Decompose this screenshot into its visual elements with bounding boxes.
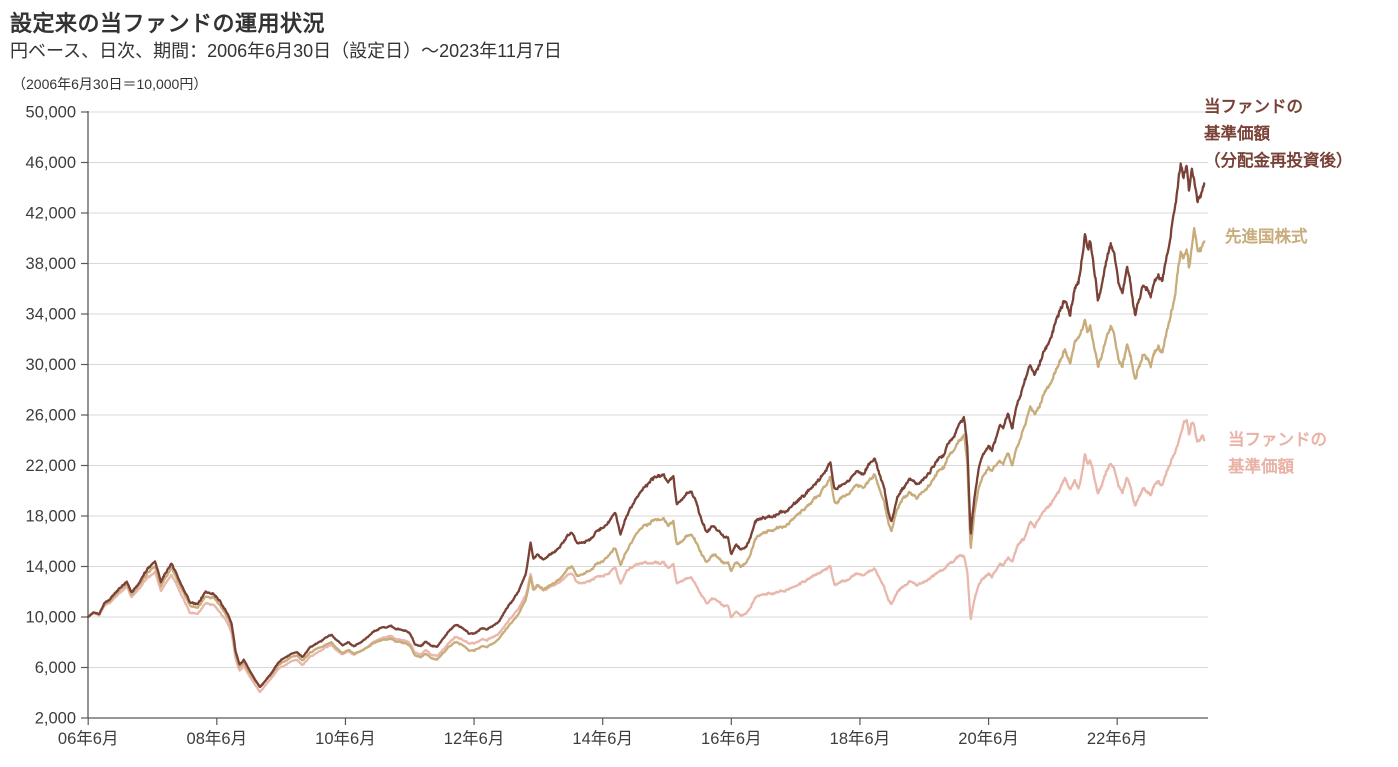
x-tick-label: 10年6月 (315, 729, 376, 748)
y-tick-label: 50,000 (26, 104, 76, 122)
y-tick-label: 38,000 (26, 255, 76, 273)
legend-fund-reinvested: 当ファンドの 基準価額 （分配金再投資後） (1204, 98, 1353, 170)
gridlines (88, 111, 1208, 668)
axis-unit-note: （2006年6月30日＝10,000円） (12, 76, 208, 92)
legend-fund-nav: 当ファンドの 基準価額 (1228, 431, 1327, 476)
series-line-fund-nav (86, 418, 1206, 693)
x-tick-label: 18年6月 (830, 729, 891, 748)
x-tick-label: 06年6月 (58, 729, 119, 748)
y-tick-label: 30,000 (26, 356, 76, 374)
chart-subtitle: 円ベース、日次、期間：2006年6月30日（設定日）～2023年11月7日 (10, 41, 562, 61)
x-tick-label: 12年6月 (444, 729, 505, 748)
page-title: 設定来の当ファンドの運用状況 (10, 11, 326, 36)
y-tick-label: 2,000 (35, 710, 76, 728)
series-lines (86, 162, 1206, 693)
x-tick-label: 16年6月 (701, 729, 762, 748)
y-tick-label: 6,000 (35, 659, 76, 677)
x-tick-label: 08年6月 (187, 729, 248, 748)
legend-developed-equity: 先進国株式 (1225, 228, 1308, 246)
y-tick-label: 46,000 (26, 154, 76, 172)
y-tick-label: 14,000 (26, 558, 76, 576)
x-tick-label: 22年6月 (1087, 729, 1148, 748)
y-tick-label: 22,000 (26, 457, 76, 475)
y-tick-label: 34,000 (26, 306, 76, 324)
axes: 50,000 46,000 42,000 38,000 34,000 30,000 26,0… (26, 104, 1208, 748)
x-tick-label: 14年6月 (572, 729, 633, 748)
x-tick-label: 20年6月 (958, 729, 1019, 748)
y-tick-label: 42,000 (26, 205, 76, 223)
y-tick-label: 18,000 (26, 508, 76, 526)
y-tick-label: 10,000 (26, 609, 76, 627)
series-line-fund-reinvested (86, 162, 1206, 689)
y-tick-label: 26,000 (26, 407, 76, 425)
